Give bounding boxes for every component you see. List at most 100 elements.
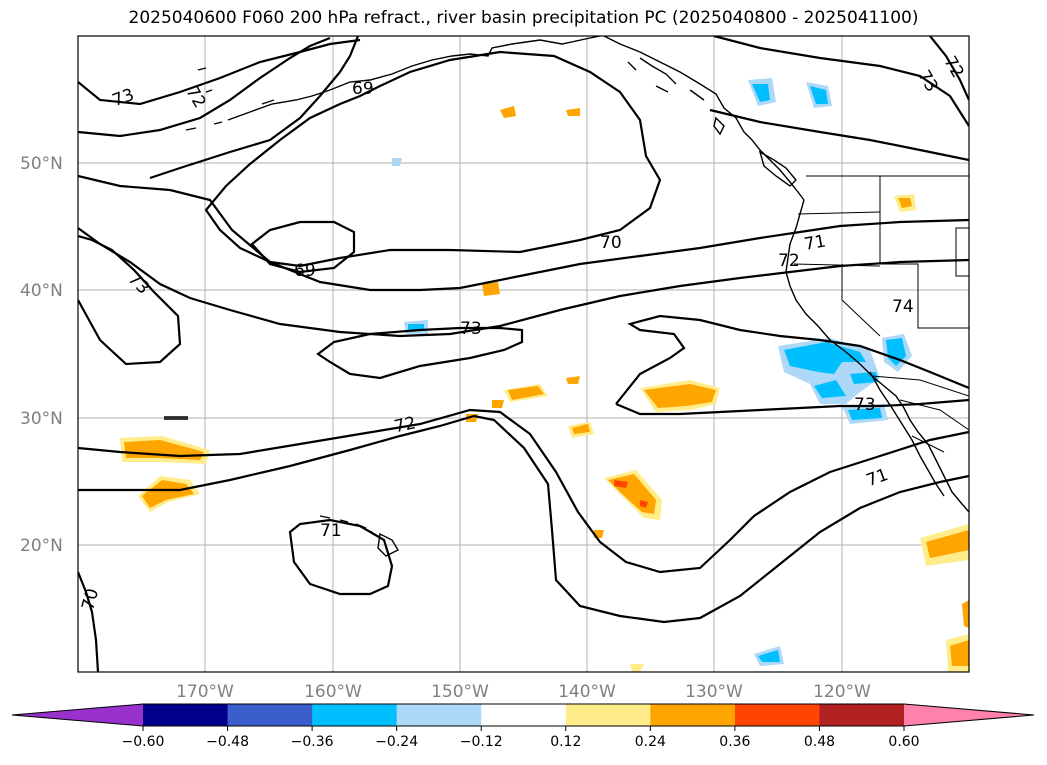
contour-line: [929, 36, 969, 101]
contour-line: [78, 174, 969, 292]
contour-line: [615, 314, 969, 405]
precip-area-positive: [124, 440, 204, 460]
coastline-aleutians: [185, 67, 275, 131]
longitude-label: 130°W: [685, 682, 743, 702]
border-state-ca-nv: [841, 264, 881, 337]
plot-frame: [77, 35, 970, 673]
contour-line: [78, 571, 100, 672]
contour-line: [316, 326, 524, 380]
coastline-alaska: [227, 36, 601, 121]
contour-label: 71: [864, 465, 891, 491]
gridlines: [78, 36, 969, 672]
contour-label: 71: [803, 231, 828, 254]
map-title: 2025040600 F060 200 hPa refract., river …: [128, 8, 919, 28]
longitude-label: 120°W: [813, 682, 871, 702]
colorbar-segment: [650, 704, 736, 726]
colorbar-segment: [143, 704, 229, 726]
colorbar-extend-low: [12, 704, 143, 726]
precip-area-negative: [814, 380, 846, 398]
contour-label: 73: [854, 395, 876, 415]
precip-area-negative: [758, 650, 780, 662]
longitude-labels: 170°W 160°W 150°W 140°W 130°W 120°W: [176, 682, 871, 702]
precip-area-negative: [810, 86, 828, 104]
border-state-wa-or: [797, 211, 881, 215]
contour-line: [78, 227, 969, 338]
contour-line: [78, 414, 969, 624]
precip-area-positive: [898, 198, 912, 208]
precip-area-positive: [926, 530, 969, 558]
contour-label: 69: [352, 79, 374, 99]
latitude-label: 50°N: [20, 154, 63, 174]
precip-area-positive: [500, 106, 516, 118]
contour-label: 73: [460, 319, 482, 339]
colorbar-extend-high: [904, 704, 1034, 726]
baja-california: [869, 371, 945, 497]
latitude-label: 40°N: [20, 281, 63, 301]
island-haida-gwaii: [713, 116, 725, 136]
coastline-alaska-panhandle: [603, 36, 805, 201]
colorbar-tick-label: −0.12: [460, 734, 503, 750]
coastline-north-america: [785, 199, 969, 513]
contour-label: 71: [320, 521, 342, 541]
colorbar-segment: [396, 704, 482, 726]
border-us-mexico: [871, 375, 969, 397]
contour-label: 72: [778, 251, 800, 271]
contour-label: 73: [124, 269, 153, 298]
contour-line: [713, 36, 969, 127]
precip-area-positive: [962, 600, 969, 628]
contour-line: [78, 38, 361, 106]
longitude-label: 140°W: [558, 682, 616, 702]
contour-line: [78, 408, 969, 574]
precip-fills: [120, 78, 969, 672]
precip-area-negative: [392, 158, 402, 166]
contour-label: 70: [78, 586, 103, 612]
colorbar-tick-label: −0.24: [375, 734, 418, 750]
contour-line: [78, 234, 182, 366]
colorbar-tick-label: −0.60: [122, 734, 165, 750]
hawaii-chain: [319, 515, 373, 533]
contour-label: 73: [913, 67, 941, 96]
colorbar-tick-label: −0.48: [206, 734, 249, 750]
political-borders: [793, 175, 969, 453]
colorbar: −0.60 −0.48 −0.36 −0.24 −0.12 0.12 0.24 0.36 0.4…: [11, 703, 1035, 750]
precip-area-positive: [572, 424, 590, 434]
colorbar-segment: [481, 704, 567, 726]
colorbar-tick-label: 0.12: [550, 734, 581, 750]
longitude-label: 160°W: [304, 682, 362, 702]
latitude-labels: 50°N 40°N 30°N 20°N: [20, 154, 63, 556]
contour-line: [288, 518, 394, 596]
land-outlines: [164, 36, 969, 557]
colorbar-tick-label: −0.36: [291, 734, 334, 750]
precip-area-positive: [630, 664, 644, 672]
plot-area: 73 72 69 69 73 73 72 70 71 72 74 73 72 7…: [78, 36, 969, 672]
contour-label: 72: [939, 53, 967, 82]
colorbar-segment: [734, 704, 820, 726]
contour-line: [78, 36, 331, 138]
precip-area-positive: [644, 384, 716, 408]
border-mexico-states: [899, 399, 969, 453]
precip-area-negative: [784, 342, 866, 374]
alaska-interior-coast: [627, 57, 705, 101]
contour-label: 74: [892, 297, 914, 317]
colorbar-segment: [227, 704, 313, 726]
contour-label: 73: [110, 85, 137, 111]
precip-area-positive: [142, 480, 194, 508]
contour-line: [250, 220, 356, 274]
colorbar-tick-label: 0.60: [888, 734, 919, 750]
colorbar-tick-label: 0.48: [804, 734, 835, 750]
precip-area-negative: [752, 84, 770, 102]
contour-label: 69: [294, 261, 316, 281]
precip-area-negative: [886, 338, 906, 366]
colorbar-segment: [819, 704, 905, 726]
colorbar-tick-label: 0.36: [719, 734, 750, 750]
precip-area-negative: [408, 324, 424, 330]
precip-area-positive: [482, 282, 500, 296]
contour-label: 70: [600, 233, 622, 253]
contour-line: [615, 398, 969, 416]
contour-line: [204, 50, 662, 268]
precip-area-negative: [848, 408, 882, 420]
border-state-or-ca: [793, 263, 881, 267]
precip-area-positive: [508, 386, 544, 400]
precip-area-positive: [608, 474, 656, 514]
